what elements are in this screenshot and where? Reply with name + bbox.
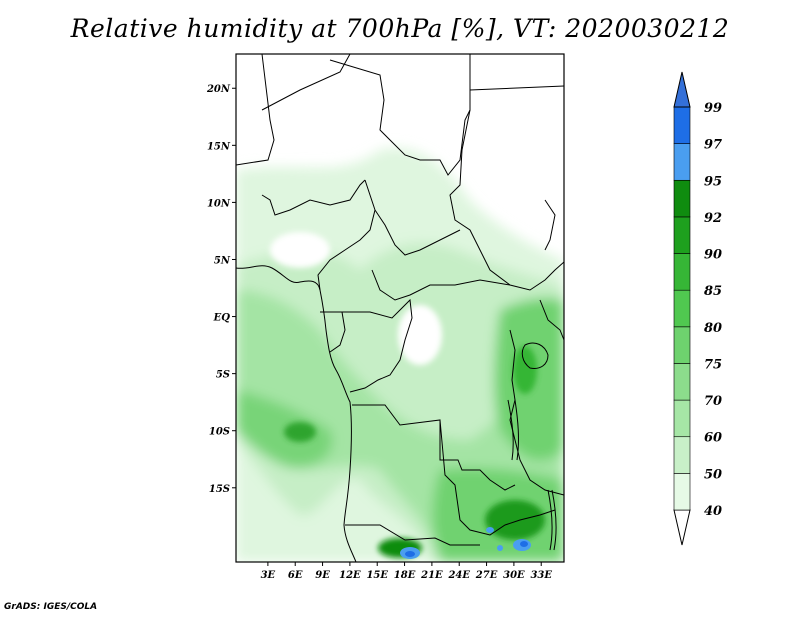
latitude-axis: 20N 15N 10N 5N EQ 5S 10S 15S [206, 84, 236, 495]
border-zambia [439, 419, 556, 536]
coastline-west [236, 265, 357, 562]
border-north-d [469, 85, 564, 91]
border-angola-south [345, 524, 480, 546]
lat-tick-label: 5S [216, 370, 230, 381]
lon-tick-label: 12E [339, 570, 361, 581]
lake-malawi [547, 489, 557, 551]
lon-tick-label: 6E [288, 570, 303, 581]
colorbar-segment [673, 253, 691, 291]
border-north-e [449, 109, 564, 291]
humidity-field [236, 54, 564, 562]
lat-tick-label: 5N [214, 255, 231, 266]
lat-tick-label: 15N [207, 141, 231, 152]
rh-dry-spot [270, 232, 330, 268]
colorbar-top-triangle [673, 71, 691, 108]
lon-tick-label: 3E [261, 570, 276, 581]
rh-zone-99 [520, 541, 528, 547]
colorbar-segment [673, 106, 691, 144]
rh-zone-90 [513, 346, 537, 394]
colorbar-segment [673, 326, 691, 364]
lat-tick-label: EQ [213, 313, 231, 324]
colorbar-segment [673, 143, 691, 181]
colorbar-level-label: 85 [704, 284, 722, 299]
chart-title: Relative humidity at 700hPa [%], VT: 202… [70, 14, 730, 43]
colorbar-level-label: 92 [704, 211, 722, 226]
colorbar-bottom-triangle [673, 509, 691, 546]
border-car [374, 209, 461, 256]
colorbar-level-label: 70 [704, 394, 722, 409]
colorbar-segment [673, 216, 691, 254]
border-north-a [236, 54, 275, 166]
colorbar-segment [673, 473, 691, 511]
colorbar-level-label: 90 [704, 248, 722, 263]
colorbar: 40 50 60 70 75 80 85 90 92 95 97 99 [673, 71, 722, 546]
rh-zone-97 [486, 527, 494, 533]
rh-zone-99 [405, 551, 415, 557]
longitude-axis: 3E 6E 9E 12E 15E 18E 21E 24E 27E 30E 33E [261, 562, 552, 581]
country-borders [236, 54, 564, 562]
border-car-south [371, 269, 511, 301]
border-chad-cam [317, 179, 376, 291]
colorbar-level-label: 40 [704, 504, 722, 519]
lat-tick-label: 15S [209, 484, 230, 495]
colorbar-level-label: 60 [704, 431, 722, 446]
border-congo [342, 298, 413, 393]
lon-tick-label: 18E [394, 570, 416, 581]
lon-tick-label: 9E [315, 570, 330, 581]
rh-zone-95 [485, 500, 545, 540]
colorbar-level-label: 97 [704, 138, 722, 153]
border-horn [544, 199, 556, 251]
lon-tick-label: 15E [366, 570, 388, 581]
colorbar-level-label: 80 [704, 321, 722, 336]
border-drc-south [352, 404, 516, 491]
colorbar-level-label: 75 [704, 357, 722, 372]
lon-tick-label: 21E [420, 570, 443, 581]
border-north-b [261, 54, 351, 111]
lake-tanganyika [507, 399, 519, 461]
colorbar-segment [673, 399, 691, 438]
colorbar-level-label: 95 [704, 174, 722, 189]
lake-victoria [521, 342, 549, 369]
border-north-c [329, 54, 471, 176]
lon-tick-label: 33E [530, 570, 552, 581]
map-frame [235, 53, 565, 563]
lon-tick-label: 24E [447, 570, 470, 581]
lat-tick-label: 20N [206, 84, 231, 95]
credit-text: GrADS: IGES/COLA [4, 602, 98, 612]
lat-tick-label: 10N [207, 198, 231, 209]
lon-tick-label: 27E [475, 570, 498, 581]
border-gabon [320, 311, 346, 353]
lon-tick-label: 30E [503, 570, 525, 581]
lat-tick-label: 10S [209, 427, 230, 438]
colorbar-segment [673, 179, 691, 218]
colorbar-segment [673, 436, 691, 474]
colorbar-segment [673, 363, 691, 401]
rh-zone-90 [284, 422, 316, 442]
border-nigeria [261, 179, 366, 216]
border-east-b [539, 299, 564, 341]
rh-dry-spot [398, 305, 442, 365]
rh-zone-97 [497, 545, 503, 551]
rh-zone-80b [236, 390, 333, 469]
colorbar-level-label: 50 [704, 467, 722, 482]
colorbar-segment [673, 289, 691, 328]
colorbar-level-label: 99 [704, 101, 722, 116]
